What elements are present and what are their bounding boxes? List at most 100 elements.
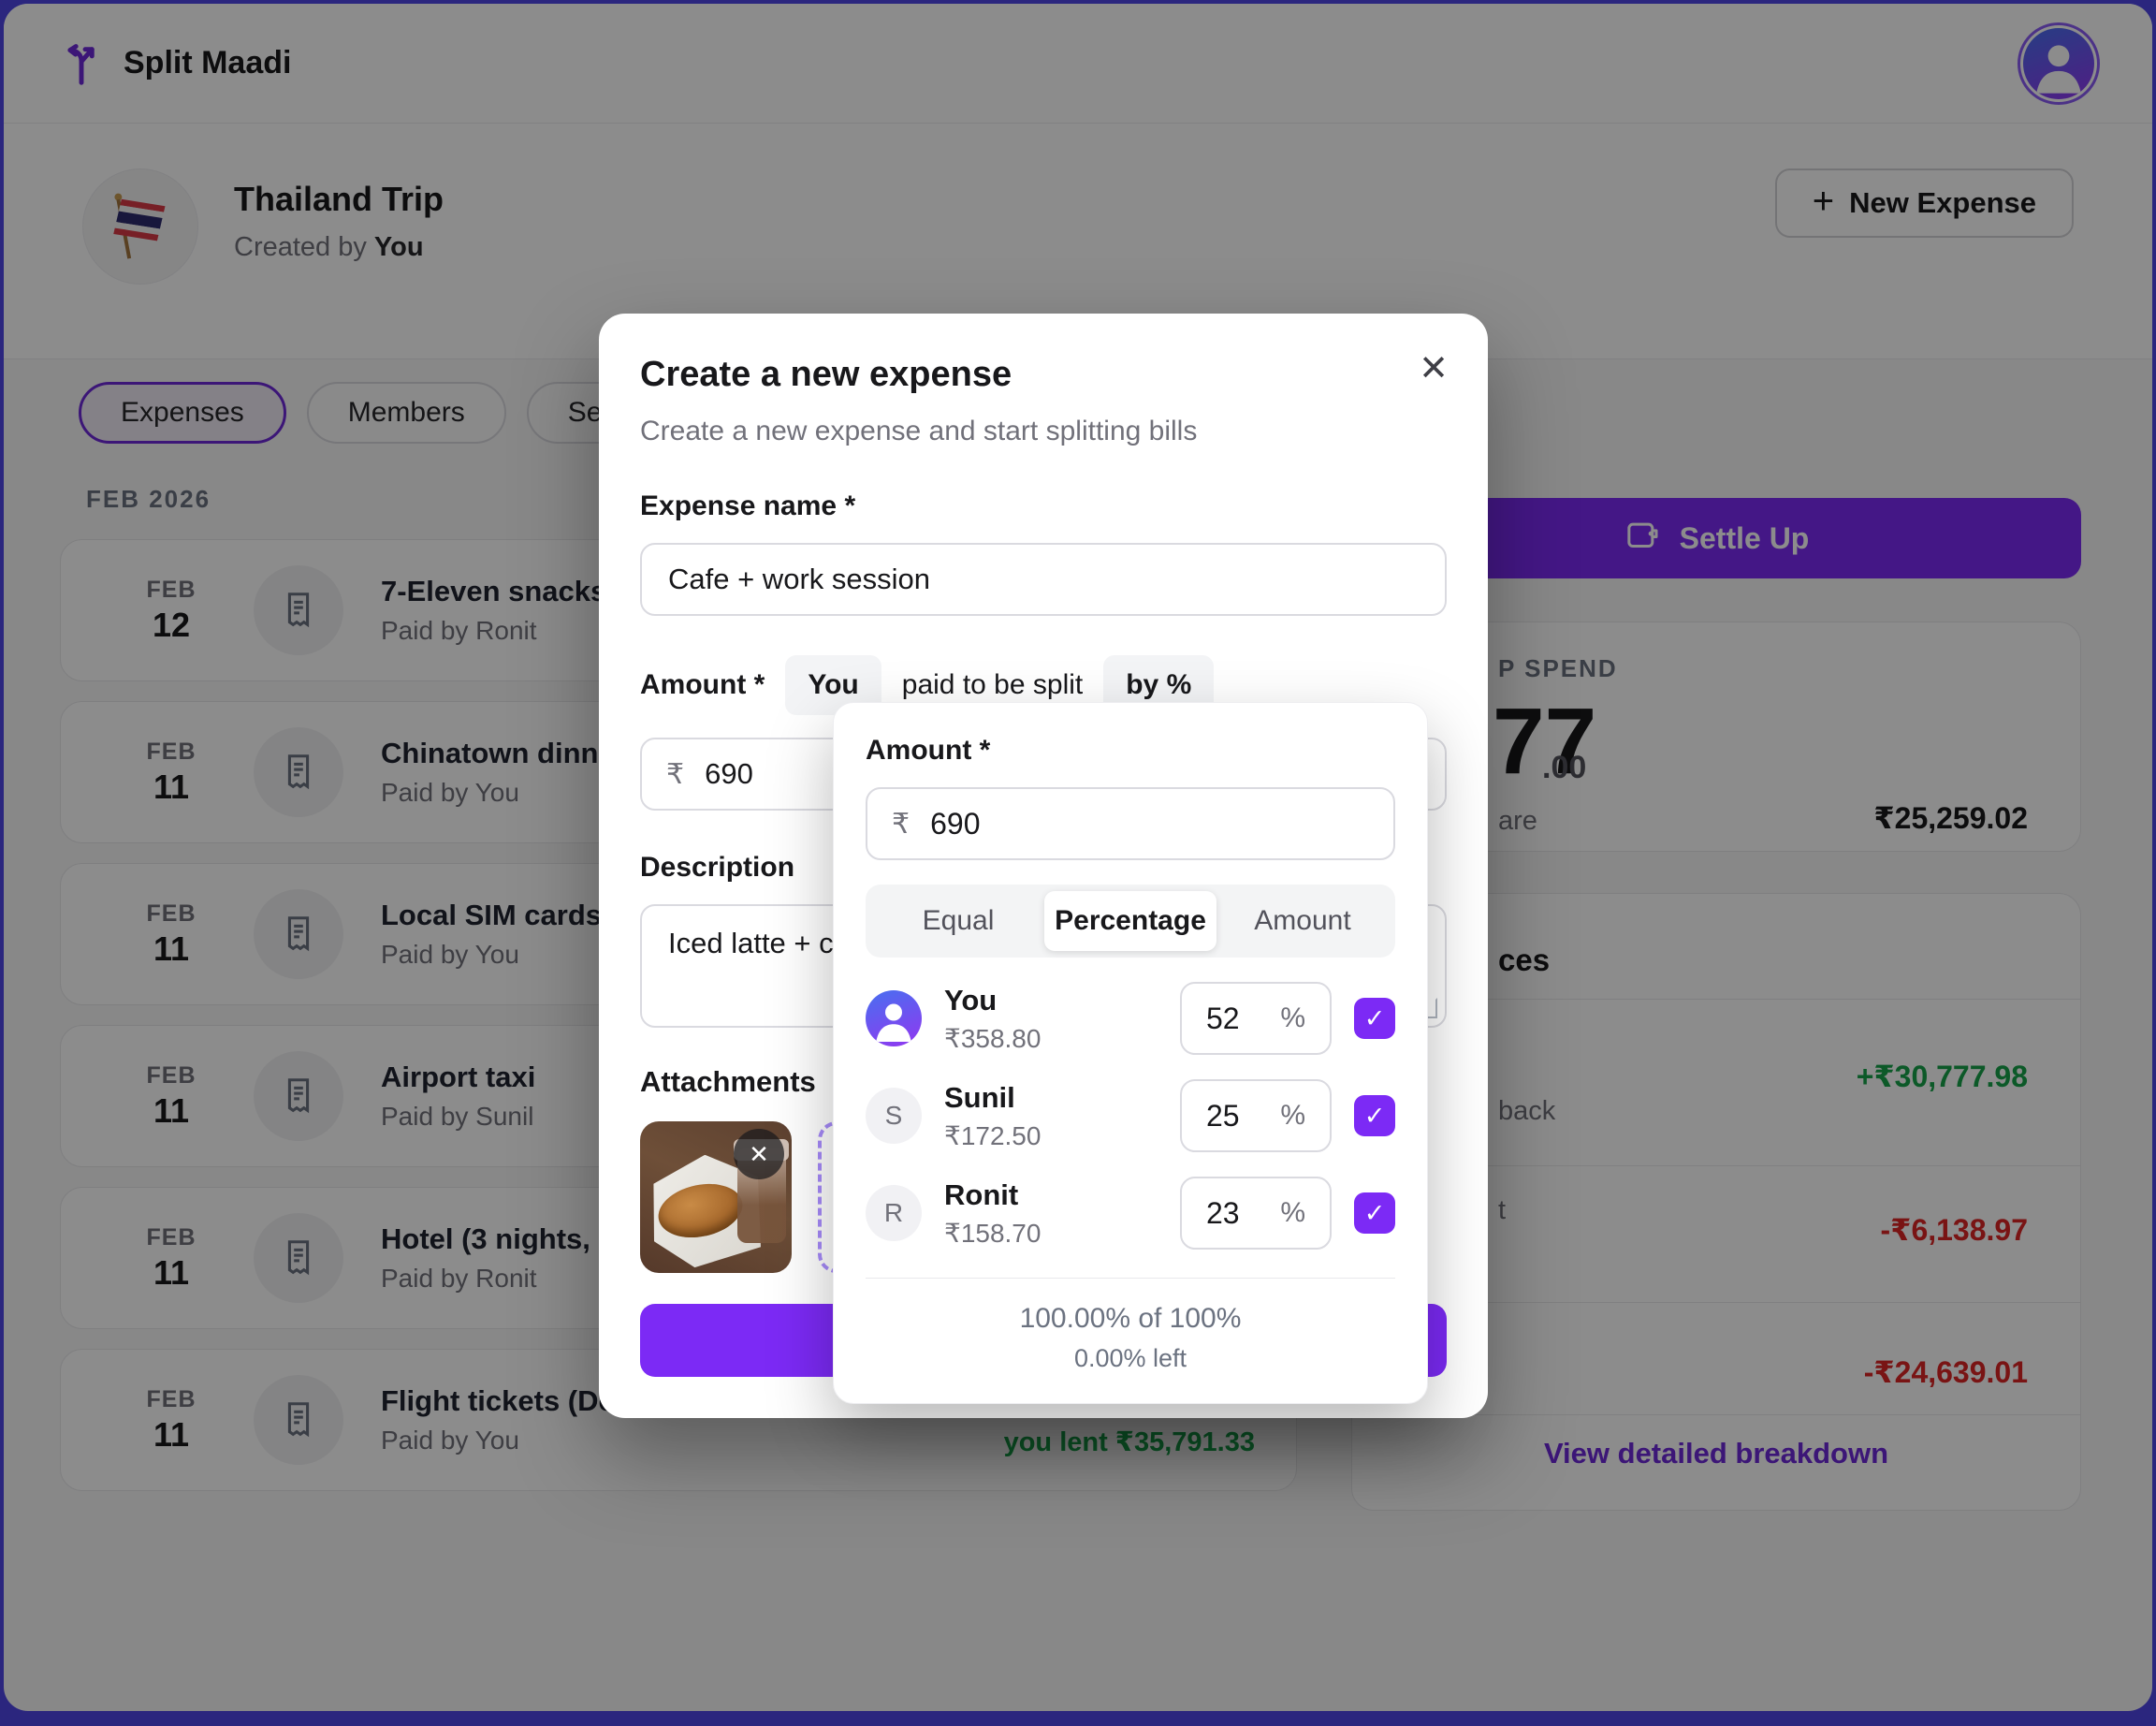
attachment-photo[interactable]: ✕ (640, 1121, 792, 1273)
member-name: Sunil (944, 1080, 1015, 1114)
receipt-icon (254, 1213, 343, 1303)
split-popover: Amount * ₹ 690 Equal Percentage Amount Y… (833, 702, 1428, 1404)
expense-date: FEB 11 (146, 1223, 197, 1292)
expense-title: Airport taxi (381, 1060, 536, 1093)
divider (866, 1278, 1395, 1279)
remove-attachment-icon[interactable]: ✕ (734, 1129, 784, 1179)
avatar-image (2023, 27, 2094, 99)
member-row: You ₹358.80 52 % ✓ (866, 982, 1395, 1055)
member-share-amount: ₹158.70 (944, 1218, 1042, 1248)
plus-icon: + (1812, 181, 1835, 222)
group-spend-label: P SPEND (1498, 654, 1618, 682)
member-row: S Sunil ₹172.50 25 % ✓ (866, 1079, 1395, 1152)
expense-date: FEB 11 (146, 1061, 197, 1130)
receipt-icon (254, 1051, 343, 1141)
member-avatar-initial: S (866, 1088, 922, 1144)
tab-percentage[interactable]: Percentage (1044, 891, 1216, 951)
modal-subtitle: Create a new expense and start splitting… (640, 416, 1198, 446)
tab-amount[interactable]: Amount (1254, 905, 1351, 936)
member-checkbox-checked-icon[interactable]: ✓ (1354, 998, 1395, 1039)
member-name: You (944, 983, 998, 1017)
new-expense-button[interactable]: + New Expense (1774, 168, 2074, 238)
group-title: Thailand Trip (234, 180, 444, 218)
percent-total-line: 100.00% of 100% (1019, 1303, 1242, 1334)
member-row: R Ronit ₹158.70 23 % ✓ (866, 1177, 1395, 1250)
your-share-label: are (1498, 806, 1537, 836)
expense-paid-by: Paid by You (381, 778, 519, 807)
group-spend-decimals: .00 (1542, 750, 1587, 785)
divider (1352, 999, 2080, 1000)
member-avatar (866, 990, 922, 1046)
divider (1352, 1414, 2080, 1415)
expense-date: FEB 11 (146, 900, 197, 968)
member-avatar-initial: R (866, 1185, 922, 1241)
balance-label: back (1498, 1096, 1556, 1126)
percent-input[interactable]: 52 % (1180, 982, 1332, 1055)
rupee-icon: ₹ (892, 808, 910, 840)
percent-input[interactable]: 23 % (1180, 1177, 1332, 1250)
top-bar: Split Maadi (4, 4, 2152, 124)
tab-equal[interactable]: Equal (922, 905, 995, 936)
member-checkbox-checked-icon[interactable]: ✓ (1354, 1095, 1395, 1136)
balance-amount: -₹24,639.01 (1863, 1355, 2028, 1389)
balance-amount: +₹30,777.98 (1856, 1060, 2028, 1093)
expense-name-input[interactable]: Cafe + work session (640, 543, 1447, 616)
modal-title: Create a new expense (640, 355, 1012, 394)
popover-amount-label: Amount * (866, 735, 991, 766)
close-icon[interactable]: ✕ (1419, 349, 1449, 388)
percent-left-line: 0.00% left (1073, 1344, 1187, 1372)
percent-unit: % (1280, 1197, 1305, 1228)
member-share-amount: ₹358.80 (944, 1023, 1042, 1053)
split-mode-tabs: Equal Percentage Amount (866, 885, 1395, 958)
attachments-label: Attachments (640, 1065, 816, 1098)
expense-date: FEB 11 (146, 738, 197, 806)
divider (1352, 1165, 2080, 1166)
expense-lent-amount: you lent ₹35,791.33 (1003, 1427, 1255, 1457)
expense-date: FEB 12 (146, 576, 197, 644)
tab-members[interactable]: Members (306, 382, 506, 444)
expense-title: Chinatown dinne (381, 737, 615, 769)
popover-amount-input[interactable]: ₹ 690 (866, 787, 1395, 860)
receipt-icon (254, 889, 343, 979)
amount-label: Amount * (640, 669, 765, 700)
balance-amount: -₹6,138.97 (1880, 1213, 2028, 1247)
member-checkbox-checked-icon[interactable]: ✓ (1354, 1192, 1395, 1234)
brand: Split Maadi (56, 38, 291, 89)
split-text: paid to be split (901, 669, 1084, 700)
split-fork-icon (56, 38, 107, 89)
percent-unit: % (1280, 1002, 1305, 1033)
your-share-amount: ₹25,259.02 (1873, 801, 2028, 835)
description-label: Description (640, 852, 795, 883)
receipt-icon (254, 565, 343, 655)
expense-paid-by: Paid by Sunil (381, 1102, 534, 1131)
receipt-icon (254, 1375, 343, 1465)
expense-name-label: Expense name * (640, 490, 856, 521)
rupee-icon: ₹ (666, 758, 685, 790)
expense-paid-by: Paid by You (381, 940, 519, 969)
group-subtitle: Created by You (234, 232, 424, 263)
receipt-icon (254, 727, 343, 817)
group-spend-amount: 77 (1493, 689, 1597, 794)
member-name: Ronit (944, 1177, 1019, 1211)
app-title: Split Maadi (124, 45, 292, 80)
view-breakdown-link[interactable]: View detailed breakdown (1543, 1437, 1889, 1470)
balances-title: ces (1498, 943, 1551, 977)
tab-expenses[interactable]: Expenses (79, 382, 286, 444)
member-share-amount: ₹172.50 (944, 1120, 1042, 1150)
new-expense-label: New Expense (1849, 186, 2036, 219)
expense-date: FEB 11 (146, 1385, 197, 1454)
created-by-prefix: Created by (234, 232, 374, 262)
expense-paid-by: Paid by You (381, 1426, 519, 1455)
expense-paid-by: Paid by Ronit (381, 1264, 537, 1293)
created-by-user: You (373, 232, 424, 262)
settle-up-label: Settle Up (1679, 520, 1810, 555)
month-header: FEB 2026 (86, 485, 211, 513)
percent-unit: % (1280, 1100, 1305, 1131)
balance-label: t (1498, 1195, 1507, 1225)
user-avatar[interactable] (2018, 22, 2100, 105)
attachments-row: ✕ (640, 1121, 1447, 1273)
app-window: Split Maadi (4, 4, 2152, 1711)
percent-input[interactable]: 25 % (1180, 1079, 1332, 1152)
divider (1352, 1302, 2080, 1303)
group-flag-thailand-icon (82, 168, 198, 285)
